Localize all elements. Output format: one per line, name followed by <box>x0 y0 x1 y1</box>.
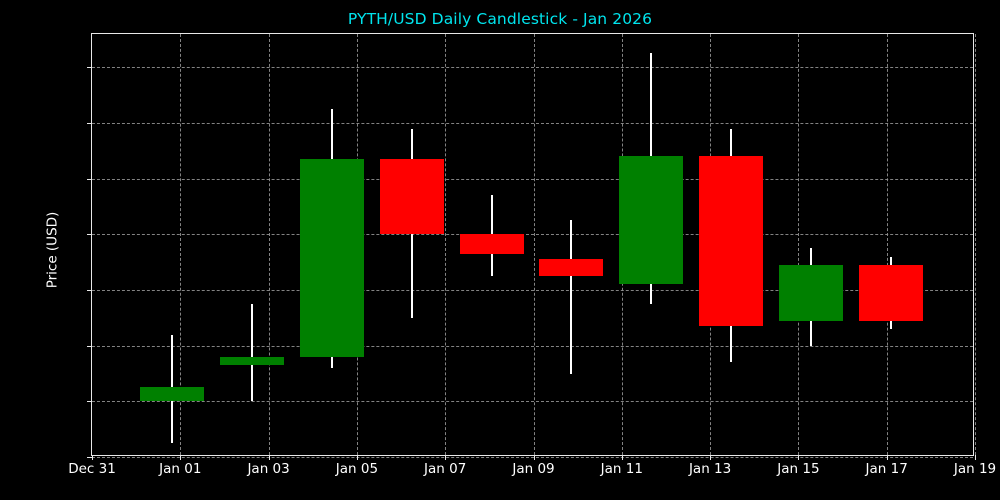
plot-area: 0.0600.0620.0640.0660.0680.0700.0720.074… <box>68 33 996 477</box>
candlestick[interactable] <box>699 34 764 455</box>
candlestick-body <box>699 156 764 327</box>
y-tick-mark <box>87 178 92 180</box>
candlestick[interactable] <box>219 34 284 455</box>
candlestick-body <box>299 159 364 357</box>
x-tick-mark <box>92 455 93 460</box>
y-tick-mark <box>87 401 92 403</box>
candlestick-body <box>859 264 924 321</box>
candlestick-body <box>619 156 684 285</box>
gridline-horizontal <box>92 234 973 236</box>
x-tick-mark <box>533 455 535 460</box>
y-tick-mark <box>87 234 92 236</box>
x-tick-label: Jan 09 <box>512 461 555 477</box>
x-tick-mark <box>268 455 270 460</box>
candlestick[interactable] <box>859 34 924 455</box>
y-axis-label: Price (USD) <box>44 211 61 289</box>
x-tick-mark <box>356 455 358 460</box>
candlestick[interactable] <box>779 34 844 455</box>
gridline-horizontal <box>92 345 973 347</box>
candlestick[interactable] <box>139 34 204 455</box>
gridline-horizontal <box>92 290 973 292</box>
candlestick[interactable] <box>459 34 524 455</box>
x-tick-label: Jan 01 <box>159 461 202 477</box>
x-tick-label: Jan 05 <box>335 461 379 477</box>
candlestick-body <box>219 356 284 366</box>
x-tick-mark <box>798 455 800 460</box>
candlestick-wick <box>250 303 253 402</box>
gridline-vertical <box>268 34 270 455</box>
x-tick-label: Jan 15 <box>777 461 820 477</box>
gridline-vertical <box>798 34 800 455</box>
x-tick-label: Jan 03 <box>247 461 290 477</box>
candlestick[interactable] <box>619 34 684 455</box>
candlestick-body <box>379 159 444 235</box>
gridline-horizontal <box>92 67 973 69</box>
candlestick-body <box>539 259 604 277</box>
candlestick-wick <box>570 220 573 374</box>
y-tick-mark <box>87 457 92 458</box>
candlestick-body <box>139 387 204 402</box>
x-tick-label: Jan 13 <box>688 461 732 477</box>
x-tick-mark <box>180 455 182 460</box>
x-tick-mark <box>710 455 712 460</box>
gridline-vertical <box>886 34 888 455</box>
x-tick-label: Jan 11 <box>600 461 643 477</box>
gridline-vertical <box>975 34 976 455</box>
gridline-horizontal <box>92 123 973 125</box>
x-tick-label: Jan 07 <box>424 461 467 477</box>
x-tick-label: Jan 17 <box>865 461 908 477</box>
x-tick-label: Dec 31 <box>68 461 116 477</box>
gridline-vertical <box>180 34 182 455</box>
y-tick-mark <box>87 345 92 347</box>
candlestick[interactable] <box>539 34 604 455</box>
candlestick-body <box>779 264 844 321</box>
y-tick-mark <box>87 123 92 125</box>
x-tick-mark <box>445 455 447 460</box>
gridline-vertical <box>445 34 447 455</box>
x-tick-mark <box>621 455 623 460</box>
gridline-horizontal <box>92 178 973 180</box>
x-tick-mark <box>886 455 888 460</box>
x-tick-mark <box>975 455 976 460</box>
x-tick-label: Jan 19 <box>953 461 997 477</box>
candlestick[interactable] <box>299 34 364 455</box>
page-title: PYTH/USD Daily Candlestick - Jan 2026 <box>347 10 653 28</box>
gridline-horizontal <box>92 401 973 403</box>
candlestick[interactable] <box>379 34 444 455</box>
y-tick-mark <box>87 67 92 69</box>
candlestick-body <box>459 234 524 254</box>
gridline-vertical <box>533 34 535 455</box>
gridline-horizontal <box>92 457 973 458</box>
y-tick-mark <box>87 290 92 292</box>
